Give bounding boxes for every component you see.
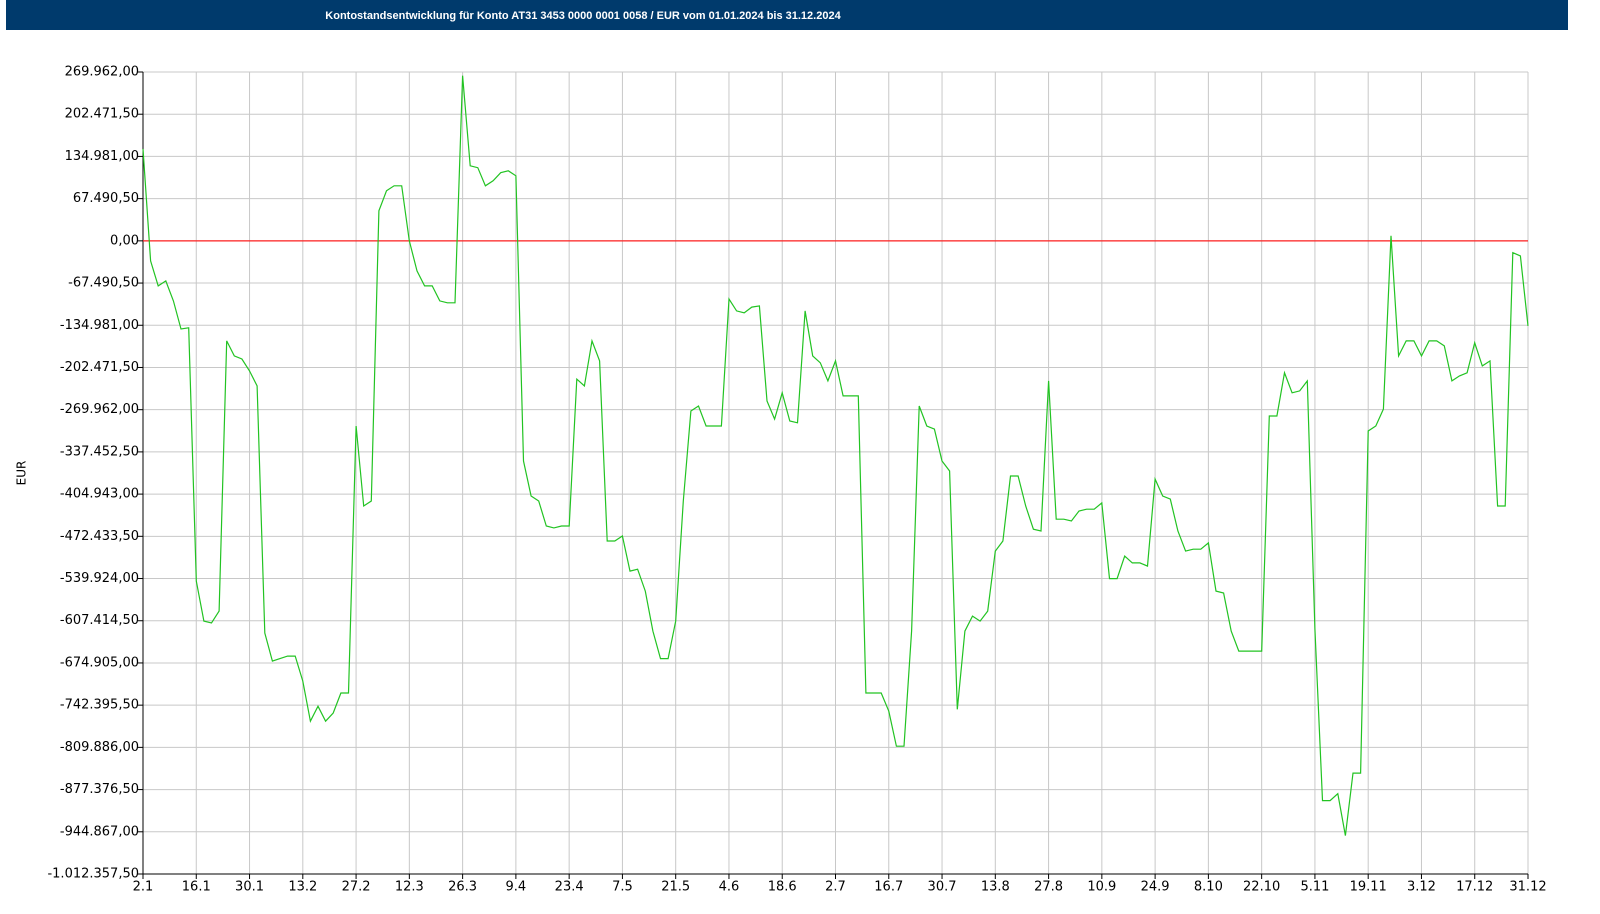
x-tick-label: 7.5 xyxy=(612,880,633,895)
y-tick-label: 202.471,50 xyxy=(65,107,139,122)
x-tick-label: 2.1 xyxy=(133,880,154,895)
y-tick-label: -134.981,00 xyxy=(60,318,139,333)
y-tick-label: 269.962,00 xyxy=(65,65,139,80)
y-tick-label: -539.924,00 xyxy=(60,571,139,586)
x-tick-label: 8.10 xyxy=(1194,880,1223,895)
title-banner xyxy=(6,0,1568,30)
x-tick-label: 3.12 xyxy=(1407,880,1436,895)
y-tick-label: -877.376,50 xyxy=(60,782,139,797)
y-tick-label: -337.452,50 xyxy=(60,444,139,459)
y-tick-label: -67.490,50 xyxy=(68,276,139,291)
x-tick-label: 19.11 xyxy=(1350,880,1387,895)
x-tick-label: 16.7 xyxy=(874,880,903,895)
y-tick-label: -607.414,50 xyxy=(60,613,139,628)
x-tick-label: 18.6 xyxy=(768,880,797,895)
x-tick-label: 30.1 xyxy=(235,880,264,895)
x-tick-label: 30.7 xyxy=(928,880,957,895)
x-tick-label: 17.12 xyxy=(1456,880,1493,895)
x-tick-label: 21.5 xyxy=(661,880,690,895)
y-tick-label: -472.433,50 xyxy=(60,529,139,544)
x-tick-label: 27.2 xyxy=(342,880,371,895)
x-tick-label: 13.8 xyxy=(981,880,1010,895)
grid: 269.962,00 202.471,50 134.981,00 67.490,50 0… xyxy=(47,65,1546,895)
x-tick-label: 4.6 xyxy=(719,880,740,895)
y-tick-label: -202.471,50 xyxy=(60,360,139,375)
x-tick-label: 5.11 xyxy=(1300,880,1329,895)
y-tick-label: 67.490,50 xyxy=(73,191,139,206)
y-tick-label: 134.981,00 xyxy=(65,149,139,164)
y-tick-label: -404.943,00 xyxy=(60,487,139,502)
x-tick-label: 27.8 xyxy=(1034,880,1063,895)
line-series xyxy=(142,75,1529,836)
y-axis-label: EUR xyxy=(15,461,29,486)
marks xyxy=(142,75,1529,836)
x-tick-label: 10.9 xyxy=(1087,880,1116,895)
x-tick-label: 26.3 xyxy=(448,880,477,895)
y-tick-label: -742.395,50 xyxy=(60,698,139,713)
x-tick-label: 31.12 xyxy=(1509,880,1546,895)
y-tick-label: -674.905,00 xyxy=(60,655,139,670)
y-tick-label: -809.886,00 xyxy=(60,740,139,755)
x-tick-label: 22.10 xyxy=(1243,880,1280,895)
x-tick-label: 2.7 xyxy=(825,880,846,895)
y-tick-label: 0,00 xyxy=(110,233,139,248)
y-tick-label: -944.867,00 xyxy=(60,824,139,839)
chart-title: Kontostandsentwicklung für Konto AT31 34… xyxy=(325,10,841,22)
x-tick-label: 23.4 xyxy=(555,880,584,895)
x-tick-label: 12.3 xyxy=(395,880,424,895)
x-tick-label: 16.1 xyxy=(182,880,211,895)
x-tick-label: 13.2 xyxy=(288,880,317,895)
x-tick-label: 24.9 xyxy=(1141,880,1170,895)
y-tick-label: -269.962,00 xyxy=(60,402,139,417)
x-tick-label: 9.4 xyxy=(506,880,527,895)
y-tick-label: -1.012.357,50 xyxy=(47,867,139,882)
